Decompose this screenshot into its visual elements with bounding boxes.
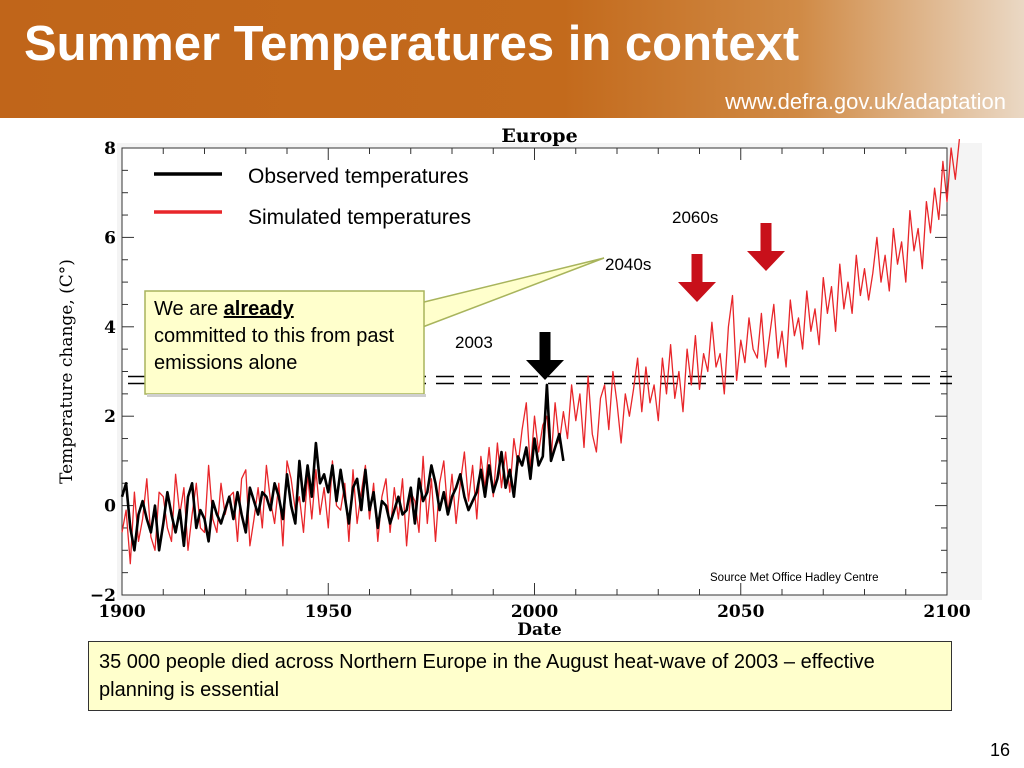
- y-tick-label: 0: [104, 497, 116, 517]
- x-tick-label: 2050: [717, 602, 764, 622]
- heatwave-note: 35 000 people died across Northern Europ…: [88, 641, 952, 711]
- url-underline: [560, 119, 984, 121]
- chart-area: 1900 1950 2000 2050 2100 −2 0 2 4 6 8 Europe Date Tem…: [0, 120, 1024, 640]
- title-banner: Summer Temperatures in context www.defra…: [0, 0, 1024, 118]
- y-axis-label: Temperature change, (C°): [57, 259, 77, 484]
- chart-title: Europe: [501, 125, 577, 147]
- y-tick-label: 6: [104, 228, 116, 248]
- y-tick-label: 8: [104, 139, 116, 159]
- arrow-2060s: [747, 223, 785, 271]
- callout-box: [144, 290, 425, 395]
- callout-text: We are already committed to this from pa…: [154, 296, 424, 377]
- callout-shadow: [147, 394, 426, 397]
- legend-simulated-label: Simulated temperatures: [248, 206, 471, 229]
- annotation-2060s: 2060s: [672, 208, 718, 227]
- y-tick-label: 2: [104, 407, 116, 427]
- x-tick-label: 1900: [98, 602, 145, 622]
- callout-prefix: We are: [154, 298, 224, 320]
- temperature-chart: 1900 1950 2000 2050 2100 −2 0 2 4 6 8 Europe Date Tem…: [57, 125, 982, 640]
- x-tick-label: 2000: [511, 602, 558, 622]
- arrow-2003: [526, 332, 564, 380]
- arrow-2040s: [678, 254, 716, 302]
- x-tick-label: 1950: [305, 602, 352, 622]
- y-tick-label: −2: [90, 586, 116, 606]
- annotation-2040s: 2040s: [605, 255, 651, 274]
- source-credit: Source Met Office Hadley Centre: [710, 572, 879, 584]
- source-url[interactable]: www.defra.gov.uk/adaptation: [725, 89, 1006, 114]
- callout-rest: committed to this from past emissions al…: [154, 325, 395, 374]
- legend-observed-label: Observed temperatures: [248, 165, 469, 188]
- callout-emphasis: already: [223, 298, 294, 320]
- simulated-series-line: [121, 139, 961, 565]
- x-tick-label: 2100: [923, 602, 970, 622]
- y-tick-label: 4: [104, 318, 116, 338]
- observed-series-line: [120, 383, 565, 552]
- page-title: Summer Temperatures in context: [24, 17, 800, 71]
- x-axis-label: Date: [517, 620, 562, 640]
- annotation-2003: 2003: [455, 333, 493, 352]
- page-number: 16: [989, 740, 1010, 760]
